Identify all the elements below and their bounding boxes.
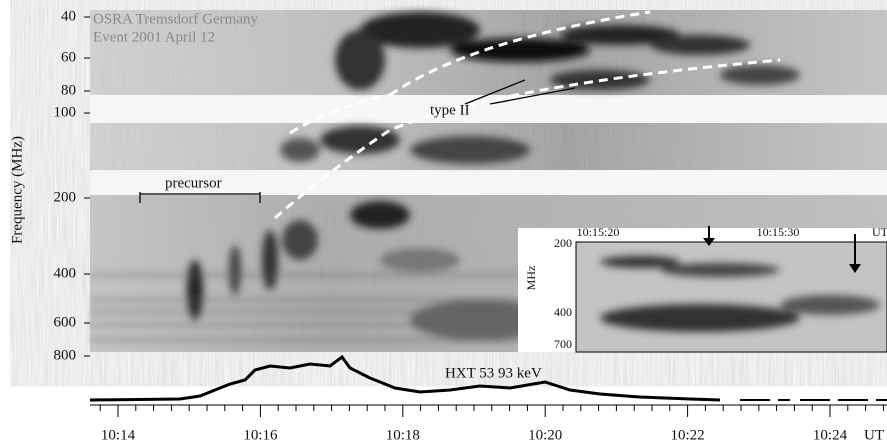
x-tick-label: 10:16 [243, 427, 278, 443]
hxt-curve [89, 354, 721, 402]
inset-y-tick-label: 700 [554, 337, 572, 351]
blob [410, 300, 550, 340]
x-tick-label: 10:18 [386, 427, 420, 443]
fit-curve [389, 10, 651, 97]
x-unit: UT [864, 427, 884, 443]
blob [650, 35, 750, 55]
type-ii-fits [274, 10, 781, 220]
blob [280, 138, 320, 162]
blob [600, 256, 680, 268]
arrow [489, 87, 576, 105]
blob [360, 12, 480, 48]
y-tick-label: 100 [54, 104, 77, 120]
blob [780, 295, 880, 315]
inset-x-unit: UT [872, 225, 887, 239]
station-label: OSRA Tremsdorf Germany [93, 11, 259, 27]
y-tick-label: 60 [61, 49, 76, 65]
x-tick-label: 10:20 [528, 427, 562, 443]
time-ticks [99, 405, 884, 417]
blob [720, 65, 800, 85]
y-tick-label: 200 [54, 189, 77, 205]
x-tick-label: 10:22 [671, 427, 705, 443]
inset-x-tick-label: 10:15:30 [757, 225, 800, 239]
y-axis-label: Frequency (MHz) [9, 136, 25, 244]
y-tick-label: 600 [54, 314, 77, 330]
inset-arrows [708, 226, 856, 266]
blob [335, 30, 385, 90]
hxt-label: HXT 53 93 keV [445, 365, 542, 381]
emission [90, 12, 887, 341]
inset-y-tick-label: 400 [554, 305, 572, 319]
arrows [139, 79, 576, 203]
event-label: Event 2001 April 12 [93, 29, 215, 45]
inset-y-label: MHz [524, 266, 538, 291]
inset-x-tick-label: 10:15:20 [577, 225, 620, 239]
x-tick-label: 10:24 [813, 427, 848, 443]
blob [320, 126, 400, 154]
gap [90, 170, 887, 195]
axis-labels: 40 60 80 100 200 400 600 800 10:14 10:16 10:18 10:2… [54, 8, 885, 443]
blob [262, 230, 278, 290]
blob [229, 245, 241, 295]
y-tick-label: 800 [54, 347, 77, 363]
arrow [464, 79, 526, 105]
precursor-label: precursor [165, 175, 222, 191]
x-tick-label: 10:14 [101, 427, 136, 443]
blob [600, 304, 800, 332]
blob [450, 38, 590, 62]
fit-curve [289, 93, 391, 135]
y-tick-label: 400 [54, 265, 77, 281]
inset: 10:15:20 10:15:30 UT 200 400 700 MHz [518, 225, 887, 353]
y-tick-label: 40 [61, 8, 76, 24]
blob [560, 25, 680, 45]
inset-emission [600, 256, 880, 332]
gap [90, 95, 887, 123]
blob [350, 201, 410, 229]
blob [282, 220, 318, 260]
blob [660, 263, 780, 277]
type-ii-label: type II [430, 102, 470, 118]
blob [380, 248, 460, 272]
inset-y-tick-label: 200 [554, 236, 572, 250]
y-tick-label: 80 [61, 82, 76, 98]
fit-curve [274, 58, 781, 220]
blob [410, 136, 530, 164]
blob [187, 260, 203, 320]
